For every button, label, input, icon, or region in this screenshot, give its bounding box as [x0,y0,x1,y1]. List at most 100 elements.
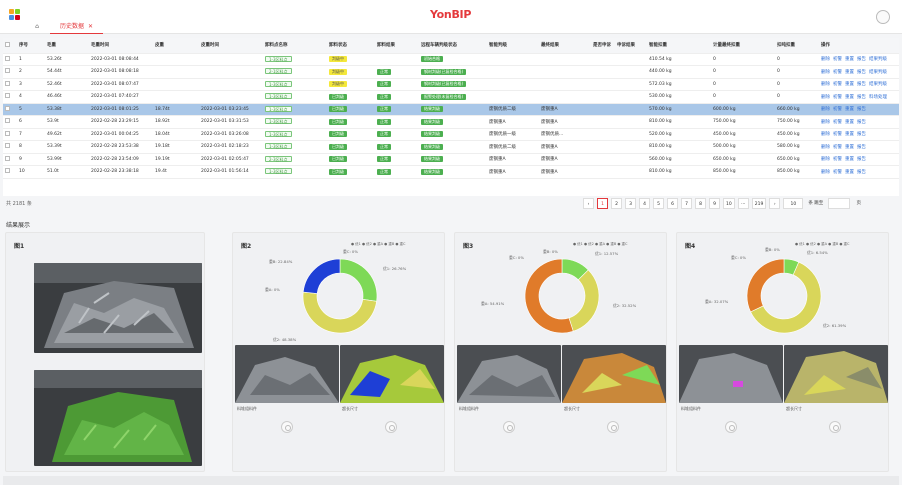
row-checkbox[interactable] [3,140,17,154]
app-logo-icon[interactable] [9,9,21,21]
page-button[interactable]: 4 [639,198,650,209]
row-action-link[interactable]: 删除 [821,144,830,150]
row-action-link[interactable]: 初警 [833,119,842,125]
row-action-link[interactable]: 初警 [833,69,842,75]
row-action-link[interactable]: 报告 [857,144,866,150]
donut-slice-优2[interactable] [750,261,822,334]
row-action-link[interactable]: 报告 [857,57,866,63]
row-action-link[interactable]: 报告 [857,82,866,88]
row-action-link[interactable]: 报告 [857,119,866,125]
scrap-photo-right[interactable] [562,345,666,403]
row-action-link[interactable]: 初警 [833,82,842,88]
row-action-link[interactable]: 结果判级 [869,57,887,63]
settings-icon[interactable] [503,421,515,433]
table-row[interactable]: 5 53.38t 2022-03-01 08:01:25 18.74t 2022-03-… [3,103,899,116]
row-action-link[interactable]: 重置 [845,119,854,125]
table-row[interactable]: 7 49.62t 2022-03-01 00:04:25 18.04t 2022-03-… [3,128,899,141]
row-action-link[interactable]: 重置 [845,69,854,75]
row-action-link[interactable]: 报告 [857,157,866,163]
scrap-photo-right[interactable] [784,345,888,403]
row-checkbox[interactable] [3,153,17,166]
row-action-link[interactable]: 重置 [845,169,854,175]
tab-home[interactable]: ⌂ [24,20,50,34]
row-action-link[interactable]: 删除 [821,132,830,138]
row-action-link[interactable]: 重置 [845,157,854,163]
row-action-link[interactable]: 重置 [845,144,854,150]
row-action-link[interactable]: 初警 [833,157,842,163]
row-action-link[interactable]: 重置 [845,82,854,88]
scrap-photo-left[interactable] [457,345,561,403]
scrap-photo-left[interactable] [679,345,783,403]
donut-chart-3[interactable] [521,255,603,337]
select-all-checkbox[interactable] [3,38,17,54]
page-button[interactable]: 219 [751,198,767,209]
page-button[interactable]: 10 [723,198,735,209]
row-checkbox[interactable] [3,103,17,116]
table-row[interactable]: 10 51.0t 2022-02-28 23:38:18 19.4t 2022-03-0… [3,165,899,179]
row-action-link[interactable]: 初警 [833,107,842,113]
row-action-link[interactable]: 结果判级 [869,69,887,75]
table-row[interactable]: 2 54.44t 2022-03-01 08:08:18 2-1区料点 判级中 正常 钢材判… [3,65,899,79]
row-action-link[interactable]: 重置 [845,94,854,100]
donut-slice-重A[interactable] [524,258,574,334]
row-action-link[interactable]: 初警 [833,169,842,175]
row-checkbox[interactable] [3,53,17,66]
donut-slice-重A[interactable] [746,258,785,313]
row-action-link[interactable]: 报告 [857,94,866,100]
donut-chart-2[interactable] [299,255,381,337]
page-button[interactable]: 3 [625,198,636,209]
settings-icon[interactable] [725,421,737,433]
row-action-link[interactable]: 报告 [857,132,866,138]
row-checkbox[interactable] [3,78,17,91]
row-action-link[interactable]: 初警 [833,94,842,100]
row-action-link[interactable]: 删除 [821,119,830,125]
row-action-link[interactable]: 初警 [833,57,842,63]
table-row[interactable]: 6 53.9t 2022-02-28 23:29:15 18.92t 2022-03-0… [3,115,899,129]
page-button[interactable]: ‹ [583,198,594,209]
row-checkbox[interactable] [3,165,17,179]
page-button[interactable]: ··· [737,198,749,209]
scrap-photo-left[interactable] [235,345,339,403]
row-checkbox[interactable] [3,90,17,104]
row-checkbox[interactable] [3,115,17,129]
page-button[interactable]: 1 [597,198,608,209]
table-row[interactable]: 4 46.46t 2022-03-01 07:40:27 1-3区料点 已判级 正常 报警处… [3,90,899,104]
donut-slice-优2[interactable] [302,291,377,334]
donut-slice-重B[interactable] [302,258,341,294]
page-button[interactable]: › [769,198,781,209]
row-action-link[interactable]: 删除 [821,169,830,175]
row-action-link[interactable]: 重置 [845,132,854,138]
row-action-link[interactable]: 删除 [821,94,830,100]
row-action-link[interactable]: 删除 [821,82,830,88]
page-size-select[interactable]: 10 [783,198,804,209]
close-icon[interactable]: ✕ [88,23,94,30]
row-action-link[interactable]: 初警 [833,132,842,138]
tab-history-data[interactable]: 历史数据 ✕ [50,20,104,34]
row-action-link[interactable]: 料场处理 [869,94,887,100]
page-button[interactable]: 6 [667,198,678,209]
settings-icon[interactable] [281,421,293,433]
row-action-link[interactable]: 报告 [857,107,866,113]
settings-icon[interactable] [829,421,841,433]
user-avatar[interactable] [876,10,890,24]
jump-input[interactable] [828,198,851,209]
table-row[interactable]: 9 53.99t 2022-02-28 23:54:09 19.19t 2022-03-… [3,153,899,166]
row-action-link[interactable]: 重置 [845,57,854,63]
scrap-photo-segmented[interactable] [34,370,202,466]
page-button[interactable]: 7 [681,198,692,209]
row-action-link[interactable]: 重置 [845,107,854,113]
row-action-link[interactable]: 结果判级 [869,82,887,88]
donut-chart-4[interactable] [743,255,825,337]
table-row[interactable]: 3 52.46t 2022-03-01 08:07:47 1-3区料点 判级中 正常 钢材判… [3,78,899,91]
row-checkbox[interactable] [3,128,17,141]
row-action-link[interactable]: 删除 [821,57,830,63]
settings-icon[interactable] [607,421,619,433]
donut-slice-优1[interactable] [339,258,378,302]
donut-slice-优2[interactable] [568,269,600,332]
row-action-link[interactable]: 初警 [833,144,842,150]
row-action-link[interactable]: 删除 [821,107,830,113]
settings-icon[interactable] [385,421,397,433]
table-row[interactable]: 1 53.26t 2022-03-01 08:08:44 1-3区料点 判级中 初始合格 4… [3,53,899,66]
scrap-photo-right[interactable] [340,345,444,403]
table-row[interactable]: 8 53.39t 2022-02-28 23:53:38 19.18t 2022-03-… [3,140,899,154]
